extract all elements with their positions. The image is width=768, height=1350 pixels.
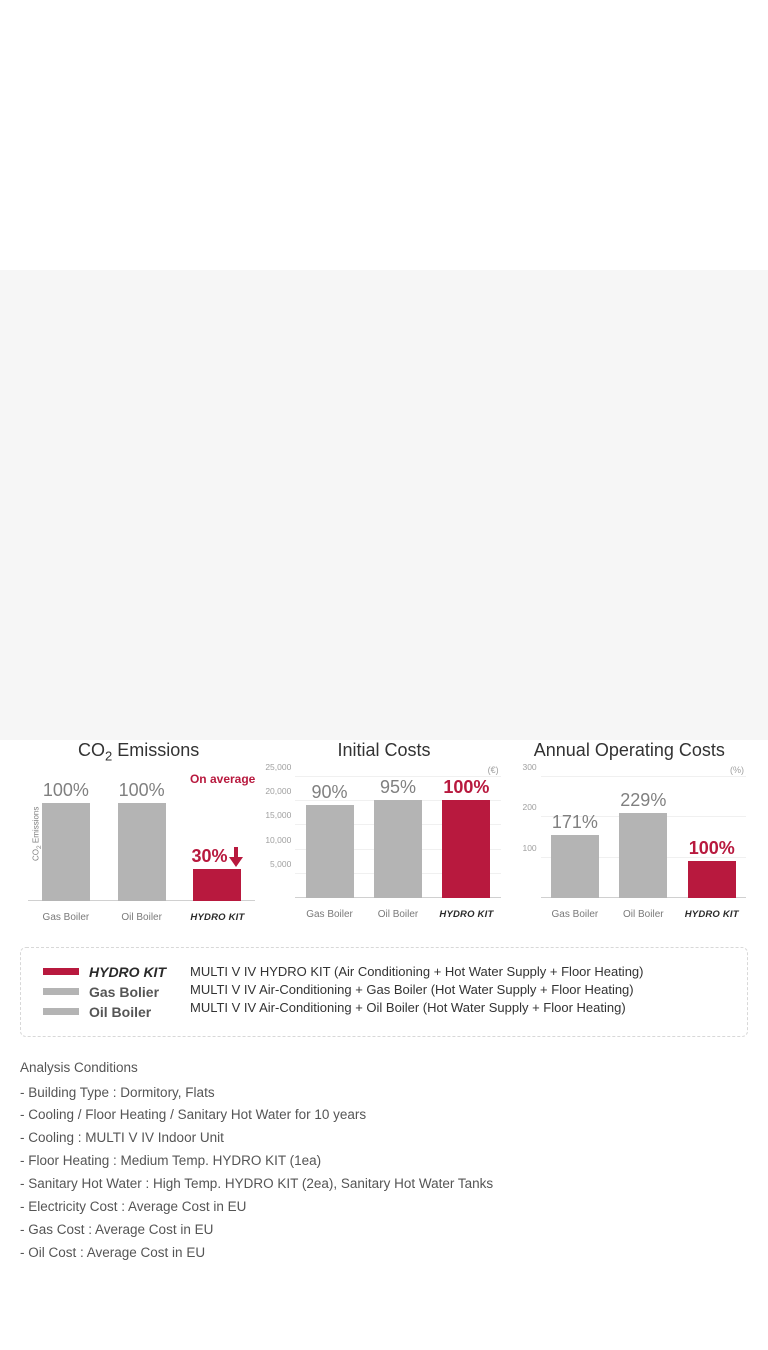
y-ticks: 100200300 xyxy=(511,777,539,898)
chart-operating: Annual Operating Costs (%) 100 200 300 171% 22… xyxy=(511,740,748,923)
chart-co2: CO2 EmissionsCO2 Emissions100%100%On ave… xyxy=(20,740,257,923)
y-unit: (€) xyxy=(488,765,499,775)
bar-group: 95% xyxy=(364,777,432,898)
x-label: Gas Boiler xyxy=(28,912,104,923)
bar-annotation: On average xyxy=(190,772,255,786)
bar xyxy=(193,869,241,900)
analysis-title: Analysis Conditions xyxy=(20,1057,748,1080)
bar-group: 90% xyxy=(295,777,363,898)
chart-body: (€) 5,000 10,000 15,000 20,000 25,000 90% 95% 10… xyxy=(265,765,502,920)
analysis-items: - Building Type : Dormitory, Flats- Cool… xyxy=(20,1082,748,1266)
y-tick: 200 xyxy=(522,802,536,812)
bar xyxy=(306,805,354,898)
legend-key: Oil Boiler xyxy=(43,1004,166,1020)
x-label: Oil Boiler xyxy=(364,909,432,920)
legend-key: HYDRO KIT xyxy=(43,964,166,980)
bar xyxy=(374,800,422,898)
chart-title: Initial Costs xyxy=(265,740,502,761)
bars: 171% 229% 100% xyxy=(541,777,746,898)
bar-group: 229% xyxy=(609,777,677,898)
x-label: Oil Boiler xyxy=(104,912,180,923)
legend-swatch xyxy=(43,968,79,975)
y-tick: 10,000 xyxy=(265,835,291,845)
analysis-item: - Cooling : MULTI V IV Indoor Unit xyxy=(20,1127,748,1150)
x-label: HYDRO KIT xyxy=(678,909,746,920)
legend-key-label: Oil Boiler xyxy=(89,1004,151,1020)
bar xyxy=(118,803,166,901)
x-labels: Gas BoilerOil BoilerHYDRO KIT xyxy=(541,909,746,920)
bar-group: 100% xyxy=(432,777,500,898)
bar xyxy=(619,813,667,898)
analysis-item: - Cooling / Floor Heating / Sanitary Hot… xyxy=(20,1104,748,1127)
y-tick: 20,000 xyxy=(265,786,291,796)
charts-row: CO2 EmissionsCO2 Emissions100%100%On ave… xyxy=(20,740,748,923)
main-content: CO2 EmissionsCO2 Emissions100%100%On ave… xyxy=(0,740,768,1305)
chart-body: (%) 100 200 300 171% 229% 100% Gas BoilerOil Bo… xyxy=(511,765,748,920)
analysis-item: - Floor Heating : Medium Temp. HYDRO KIT… xyxy=(20,1150,748,1173)
legend-swatch xyxy=(43,988,79,995)
x-labels: Gas BoilerOil BoilerHYDRO KIT xyxy=(295,909,500,920)
legend-keys: HYDRO KIT Gas Bolier Oil Boiler xyxy=(43,964,166,1020)
chart-title: Annual Operating Costs xyxy=(511,740,748,761)
analysis-item: - Sanitary Hot Water : High Temp. HYDRO … xyxy=(20,1173,748,1196)
top-spacer xyxy=(0,0,768,270)
analysis-item: - Oil Cost : Average Cost in EU xyxy=(20,1242,748,1265)
x-label: Oil Boiler xyxy=(609,909,677,920)
bar xyxy=(551,835,599,898)
chart-title: CO2 Emissions xyxy=(20,740,257,764)
x-label: Gas Boiler xyxy=(295,909,363,920)
bar xyxy=(442,800,490,898)
y-tick: 25,000 xyxy=(265,762,291,772)
bar-value: 100% xyxy=(443,777,489,798)
x-label: HYDRO KIT xyxy=(432,909,500,920)
bar-value: 100% xyxy=(689,838,735,859)
plot-area: 100% 100% On average30% xyxy=(28,780,255,901)
bar-group: On average30% xyxy=(180,780,256,901)
legend-key-label: HYDRO KIT xyxy=(89,964,166,980)
bars: 90% 95% 100% xyxy=(295,777,500,898)
chart-initial: Initial Costs (€) 5,000 10,000 15,000 20,000 2… xyxy=(265,740,502,923)
y-tick: 100 xyxy=(522,843,536,853)
legend-description: MULTI V IV HYDRO KIT (Air Conditioning +… xyxy=(190,964,643,979)
legend-box: HYDRO KIT Gas Bolier Oil Boiler MULTI V IV… xyxy=(20,947,748,1037)
x-labels: Gas BoilerOil BoilerHYDRO KIT xyxy=(28,912,255,923)
y-unit: (%) xyxy=(730,765,744,775)
y-tick: 15,000 xyxy=(265,810,291,820)
down-arrow-icon xyxy=(229,847,243,867)
y-tick: 5,000 xyxy=(270,859,291,869)
bar-value: 90% xyxy=(312,782,348,803)
bar-group: 100% xyxy=(28,780,104,901)
bar-value: 30% xyxy=(191,846,243,867)
x-label: Gas Boiler xyxy=(541,909,609,920)
bar-value: 229% xyxy=(620,790,666,811)
plot-area: 5,00010,00015,00020,00025,00090%95%100% xyxy=(295,777,500,898)
legend-swatch xyxy=(43,1008,79,1015)
bar-group: 100% xyxy=(678,777,746,898)
legend-description: MULTI V IV Air-Conditioning + Oil Boiler… xyxy=(190,1000,643,1015)
bar xyxy=(42,803,90,901)
analysis-conditions: Analysis Conditions - Building Type : Do… xyxy=(20,1057,748,1265)
bar-value: 100% xyxy=(43,780,89,801)
x-label: HYDRO KIT xyxy=(180,912,256,923)
y-ticks: 5,00010,00015,00020,00025,000 xyxy=(265,777,293,898)
bar xyxy=(688,861,736,899)
legend-key: Gas Bolier xyxy=(43,984,166,1000)
bar-value: 95% xyxy=(380,777,416,798)
bar-group: 100% xyxy=(104,780,180,901)
chart-body: CO2 Emissions100%100%On average30%Gas Bo… xyxy=(20,768,257,923)
y-tick: 300 xyxy=(522,762,536,772)
bar-value: 171% xyxy=(552,812,598,833)
plot-area: 100200300171%229%100% xyxy=(541,777,746,898)
bar-value: 100% xyxy=(119,780,165,801)
analysis-item: - Building Type : Dormitory, Flats xyxy=(20,1082,748,1105)
legend-descriptions: MULTI V IV HYDRO KIT (Air Conditioning +… xyxy=(190,964,643,1015)
legend-key-label: Gas Bolier xyxy=(89,984,159,1000)
bars: 100% 100% On average30% xyxy=(28,780,255,901)
gray-block xyxy=(0,270,768,740)
bar-group: 171% xyxy=(541,777,609,898)
analysis-item: - Gas Cost : Average Cost in EU xyxy=(20,1219,748,1242)
legend-description: MULTI V IV Air-Conditioning + Gas Boiler… xyxy=(190,982,643,997)
analysis-item: - Electricity Cost : Average Cost in EU xyxy=(20,1196,748,1219)
